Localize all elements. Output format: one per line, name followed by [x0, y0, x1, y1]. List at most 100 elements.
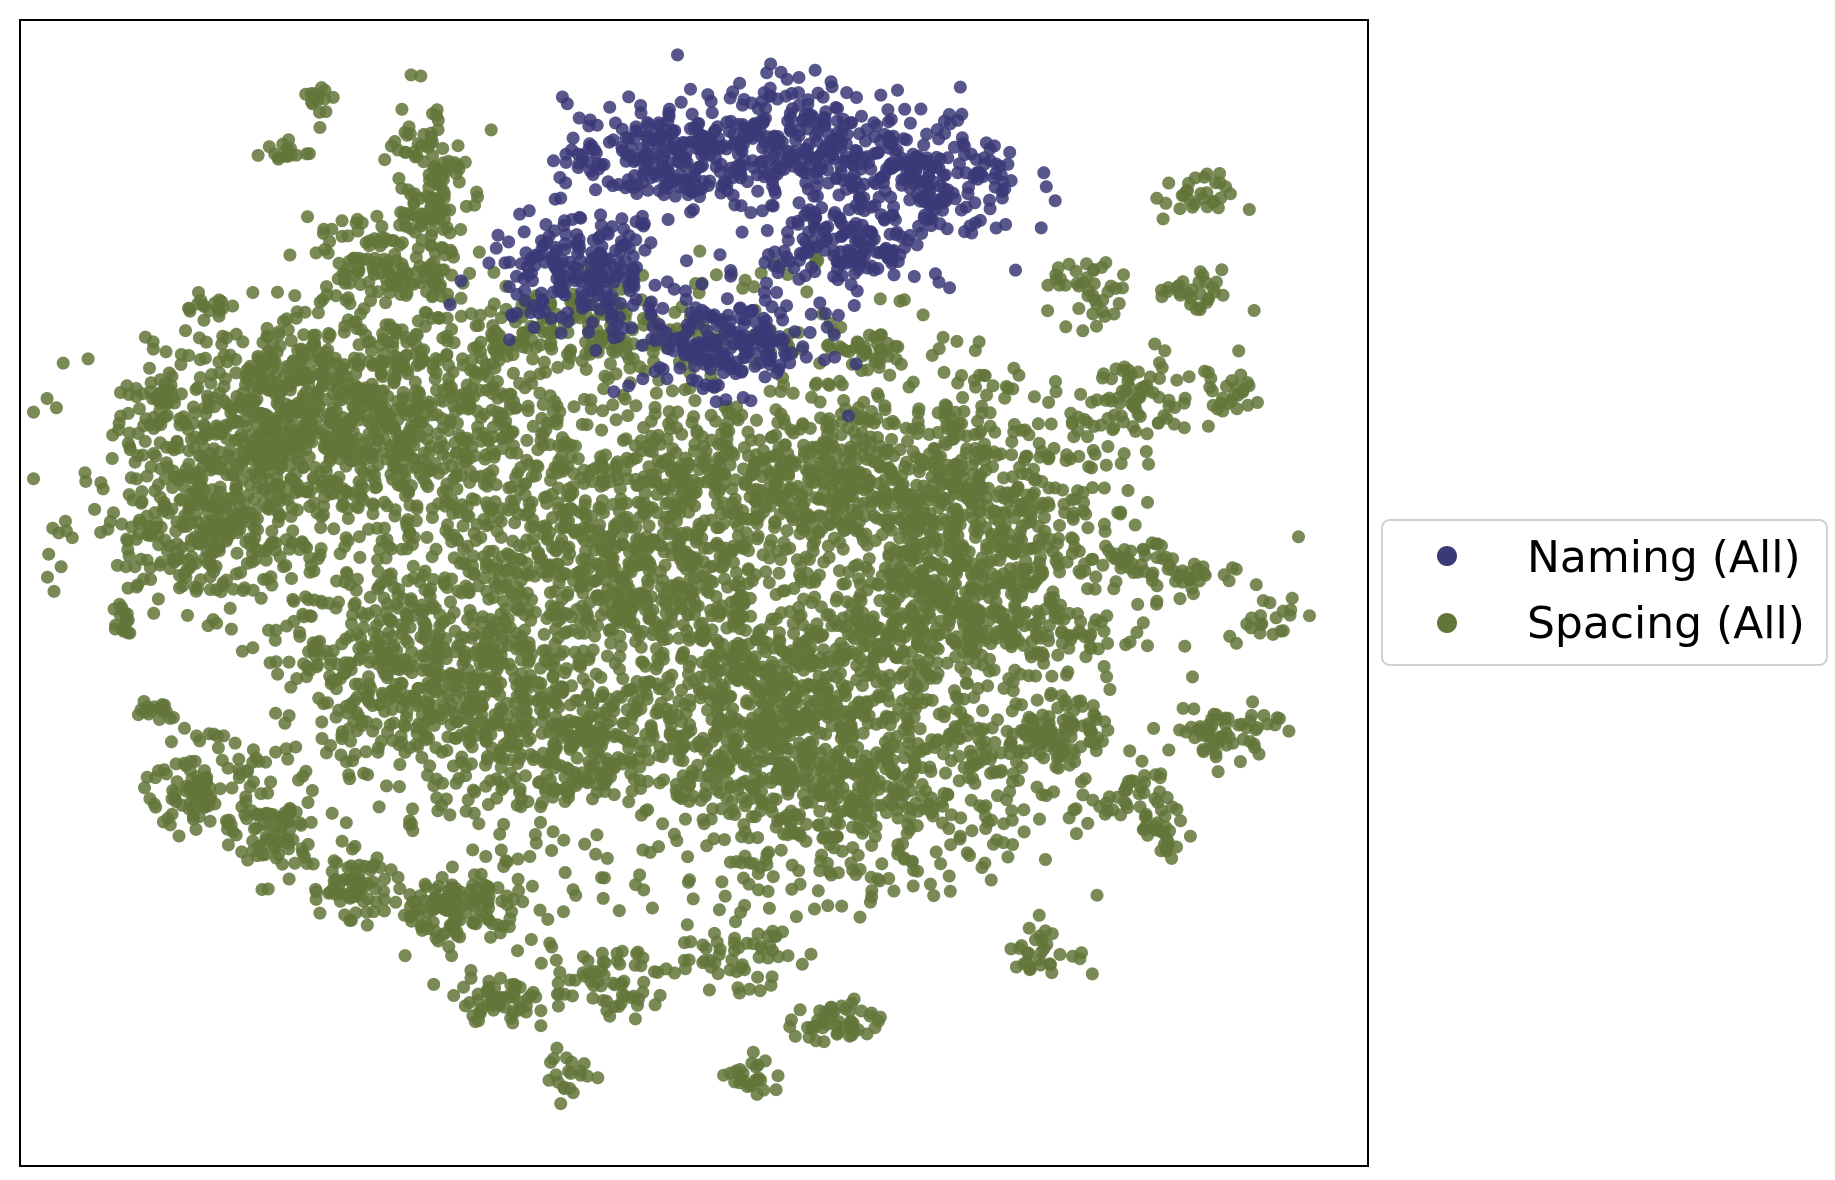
spacing-point — [550, 417, 564, 431]
spacing-point — [612, 904, 626, 918]
spacing-point — [340, 567, 354, 581]
spacing-point — [288, 289, 302, 303]
spacing-point — [731, 592, 745, 606]
spacing-point — [837, 394, 851, 407]
spacing-point — [955, 417, 969, 431]
spacing-point — [410, 393, 424, 407]
spacing-point — [862, 552, 876, 566]
spacing-point — [161, 460, 174, 474]
spacing-point — [998, 391, 1012, 405]
spacing-point — [465, 631, 479, 645]
spacing-point — [351, 501, 365, 515]
spacing-point — [361, 768, 375, 782]
spacing-point — [718, 421, 732, 435]
spacing-point — [458, 447, 472, 461]
spacing-point — [910, 427, 924, 440]
spacing-point — [285, 572, 298, 585]
spacing-point — [341, 444, 355, 458]
spacing-point — [665, 668, 679, 682]
spacing-point — [682, 490, 696, 504]
spacing-point — [598, 603, 612, 617]
spacing-point — [577, 626, 591, 640]
spacing-point — [285, 536, 299, 550]
spacing-point — [417, 632, 431, 646]
spacing-point — [686, 892, 700, 906]
spacing-point — [818, 742, 832, 756]
spacing-point — [129, 532, 143, 546]
spacing-point — [339, 816, 353, 830]
spacing-point — [750, 503, 764, 517]
spacing-point — [776, 454, 790, 468]
spacing-point — [594, 670, 608, 684]
spacing-point — [403, 814, 417, 828]
spacing-point — [230, 416, 244, 429]
spacing-point — [881, 417, 895, 431]
spacing-point — [832, 649, 846, 663]
spacing-point — [588, 629, 602, 643]
spacing-point — [737, 462, 750, 476]
spacing-point — [103, 515, 117, 529]
spacing-point — [269, 745, 283, 759]
spacing-point — [703, 648, 717, 662]
spacing-point — [181, 422, 195, 436]
spacing-point — [590, 557, 604, 571]
spacing-point — [715, 560, 728, 574]
spacing-point — [825, 431, 839, 444]
spacing-point — [1044, 417, 1058, 431]
spacing-point — [850, 441, 864, 455]
spacing-point — [125, 520, 139, 534]
spacing-point — [269, 419, 283, 433]
spacing-point — [349, 583, 363, 597]
spacing-point — [906, 375, 920, 389]
spacing-point — [352, 338, 366, 352]
spacing-point — [596, 544, 610, 558]
spacing-point — [582, 520, 596, 534]
spacing-point — [1049, 385, 1063, 399]
spacing-point — [718, 889, 732, 903]
spacing-point — [356, 481, 370, 495]
spacing-point — [504, 570, 518, 584]
spacing-point — [138, 330, 152, 344]
spacing-point — [938, 705, 952, 719]
spacing-point — [1027, 390, 1041, 404]
spacing-point — [1082, 460, 1096, 474]
spacing-point — [1020, 516, 1034, 530]
spacing-point — [860, 538, 874, 552]
spacing-point — [385, 703, 399, 716]
spacing-point — [525, 495, 539, 509]
spacing-point — [450, 482, 464, 496]
spacing-point — [440, 744, 454, 757]
spacing-point — [949, 405, 963, 419]
spacing-point — [490, 579, 504, 593]
spacing-point — [353, 550, 367, 564]
spacing-point — [374, 577, 388, 591]
spacing-point — [315, 715, 329, 729]
spacing-point — [1060, 668, 1073, 682]
spacing-point — [873, 460, 887, 474]
spacing-point — [384, 613, 398, 627]
spacing-point — [652, 619, 666, 633]
spacing-point — [193, 492, 207, 506]
spacing-point — [174, 348, 188, 361]
spacing-point — [560, 553, 574, 566]
spacing-point — [712, 609, 726, 623]
spacing-point — [442, 424, 456, 437]
spacing-point — [454, 309, 468, 323]
spacing-point — [656, 817, 670, 831]
spacing-point — [671, 538, 685, 551]
spacing-point — [692, 517, 706, 531]
spacing-point — [333, 547, 347, 561]
spacing-point — [799, 463, 813, 477]
spacing-point — [943, 884, 957, 898]
spacing-point — [435, 616, 449, 630]
spacing-point — [272, 399, 286, 412]
spacing-point — [366, 507, 380, 521]
spacing-point — [286, 524, 300, 538]
spacing-point — [282, 709, 296, 723]
spacing-point — [141, 519, 155, 533]
spacing-point — [744, 433, 758, 447]
spacing-point — [269, 706, 283, 720]
spacing-point — [311, 306, 325, 320]
spacing-point — [954, 459, 968, 473]
spacing-point — [1121, 484, 1135, 497]
